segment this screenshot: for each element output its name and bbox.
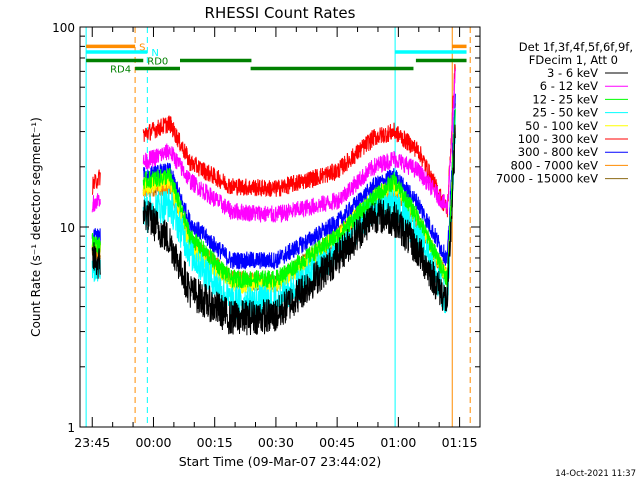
y-tick-label-0: 1 [67, 421, 75, 435]
x-tick-label-1: 00:00 [135, 435, 171, 450]
series-line-2 [91, 109, 456, 289]
legend-label-2: 12 - 25 keV [532, 92, 598, 106]
y-axis: 1 10 100 [52, 21, 480, 435]
flag-label-rd4: RD4 [110, 65, 131, 76]
timestamp: 14-Oct-2021 11:37 [555, 469, 636, 479]
x-tick-label-2: 00:15 [197, 435, 233, 450]
legend-label-8: 7000 - 15000 keV [496, 172, 598, 186]
x-tick-label-0: 23:45 [74, 435, 110, 450]
legend-header-2: FDecim 1, Att 0 [529, 53, 618, 67]
y-tick-label-1: 10 [60, 221, 75, 235]
y-tick-label-2: 100 [52, 21, 75, 35]
legend-label-1: 6 - 12 keV [540, 79, 598, 93]
chart-title: RHESSI Count Rates [205, 4, 356, 22]
series-line-0 [91, 124, 456, 336]
series-line-5 [92, 64, 456, 218]
legend-label-3: 25 - 50 keV [532, 106, 598, 120]
y-axis-label: Count Rate (s⁻¹ detector segment⁻¹) [29, 117, 43, 337]
flag-label-s: S [139, 42, 145, 53]
x-tick-label-6: 01:15 [442, 435, 478, 450]
legend-header-1: Det 1f,3f,4f,5f,6f,9f, [519, 40, 633, 54]
legend: Det 1f,3f,4f,5f,6f,9f, FDecim 1, Att 0 3… [496, 40, 633, 186]
legend-label-4: 50 - 100 keV [525, 119, 598, 133]
x-tick-label-3: 00:30 [258, 435, 294, 450]
x-axis: 23:45 00:00 00:15 00:30 00:45 01:00 01:15 [74, 27, 481, 450]
legend-label-7: 800 - 7000 keV [510, 158, 598, 172]
flag-label-rd0: RD0 [147, 56, 168, 67]
flag-label-n: N [151, 48, 158, 59]
legend-label-6: 300 - 800 keV [518, 145, 598, 159]
legend-label-0: 3 - 6 keV [547, 66, 598, 80]
x-tick-label-4: 00:45 [319, 435, 355, 450]
series-line-1 [91, 68, 456, 223]
data-series [91, 64, 456, 336]
x-tick-label-5: 01:00 [380, 435, 416, 450]
x-axis-label: Start Time (09-Mar-07 23:44:02) [179, 454, 382, 469]
vertical-markers [85, 27, 471, 427]
legend-label-5: 100 - 300 keV [518, 132, 598, 146]
